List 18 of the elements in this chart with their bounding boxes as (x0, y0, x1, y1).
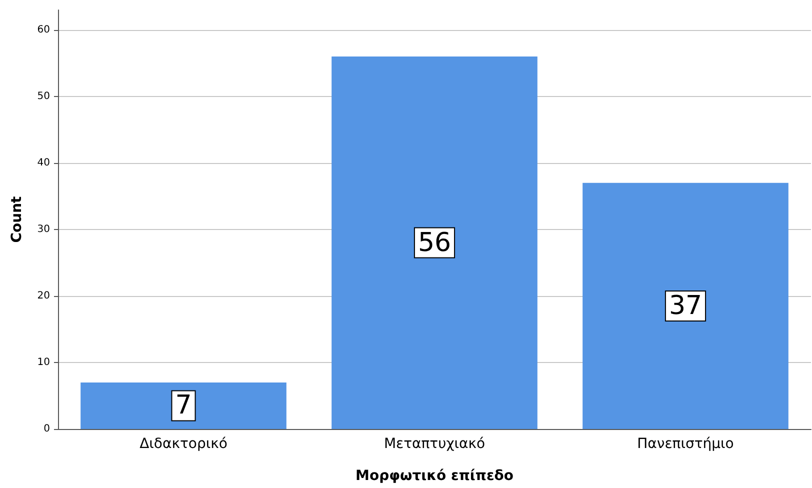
bar (80, 382, 286, 429)
y-tick-label: 30 (37, 224, 50, 235)
y-tick-label: 50 (37, 90, 50, 102)
bar (332, 56, 538, 429)
y-tick-label: 10 (37, 356, 50, 368)
x-tick-label: Πανεπιστήμιο (637, 436, 734, 452)
y-tick-label: 0 (44, 424, 50, 434)
data-label: 56 (418, 228, 452, 258)
y-tick-label: 20 (37, 290, 50, 302)
data-label: 37 (668, 290, 702, 321)
y-axis-title: Count (9, 196, 25, 243)
x-tick-label: Μεταπτυχιακό (384, 436, 486, 452)
bar (582, 182, 788, 429)
data-label: 7 (175, 390, 192, 421)
x-tick-label: Διδακτορικό (140, 436, 228, 452)
x-axis-title: Μορφωτικό επίπεδο (356, 468, 514, 484)
y-tick-label: 60 (37, 24, 50, 36)
y-tick-label: 40 (37, 157, 50, 168)
